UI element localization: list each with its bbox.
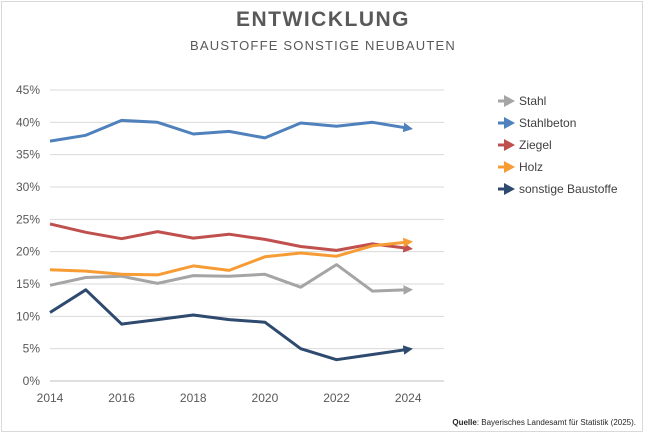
legend-label: Holz xyxy=(519,160,543,174)
y-tick-label: 15% xyxy=(16,277,40,291)
legend-arrow-icon xyxy=(504,117,515,129)
legend-item: Ziegel xyxy=(498,138,552,152)
y-tick-label: 25% xyxy=(16,212,40,226)
legend-label: sonstige Baustoffe xyxy=(519,182,618,196)
y-tick-label: 30% xyxy=(16,180,40,194)
x-tick-label: 2018 xyxy=(180,391,207,405)
x-tick-label: 2020 xyxy=(252,391,279,405)
source-text: : Bayerisches Landesamt für Statistik (2… xyxy=(476,418,636,427)
y-tick-label: 45% xyxy=(16,83,40,97)
legend-label: Stahl xyxy=(519,94,546,108)
legend-item: sonstige Baustoffe xyxy=(498,182,618,196)
legend-arrow-icon xyxy=(504,161,515,173)
legend-item: Holz xyxy=(498,160,543,174)
x-tick-label: 2022 xyxy=(323,391,350,405)
y-tick-label: 35% xyxy=(16,148,40,162)
legend-label: Stahlbeton xyxy=(519,116,576,130)
legend-arrow-icon xyxy=(504,183,515,195)
x-tick-label: 2014 xyxy=(37,391,64,405)
x-tick-label: 2024 xyxy=(395,391,422,405)
legend-item: Stahlbeton xyxy=(498,116,576,130)
series-line-sonstige-baustoffe xyxy=(49,288,413,362)
series-line-ziegel xyxy=(49,222,413,253)
chart-title: ENTWICKLUNG xyxy=(236,8,410,31)
legend-label: Ziegel xyxy=(519,138,552,152)
x-tick-label: 2016 xyxy=(108,391,135,405)
series-line-stahl xyxy=(49,263,413,295)
legend-item: Stahl xyxy=(498,94,546,108)
source-label: Quelle xyxy=(452,418,477,427)
series-lines xyxy=(49,118,413,362)
y-tick-label: 5% xyxy=(23,342,41,356)
y-tick-label: 10% xyxy=(16,309,40,323)
axes: 0% 5% 10% 15% 20% 25% 30% 35% 40% 45% 2014 2016 2018… xyxy=(16,83,422,405)
y-tick-label: 20% xyxy=(16,245,40,259)
y-tick-label: 40% xyxy=(16,115,40,129)
legend: Stahl Stahlbeton Ziegel Holz sonstige Bausto… xyxy=(498,94,618,196)
legend-arrow-icon xyxy=(504,95,515,107)
y-tick-label: 0% xyxy=(23,374,41,388)
source-note: Quelle: Bayerisches Landesamt für Statis… xyxy=(452,418,636,427)
chart-subtitle: BAUSTOFFE SONSTIGE NEUBAUTEN xyxy=(190,38,456,53)
series-line-holz xyxy=(49,237,413,277)
series-line-stahlbeton xyxy=(49,118,413,143)
legend-arrow-icon xyxy=(504,139,515,151)
